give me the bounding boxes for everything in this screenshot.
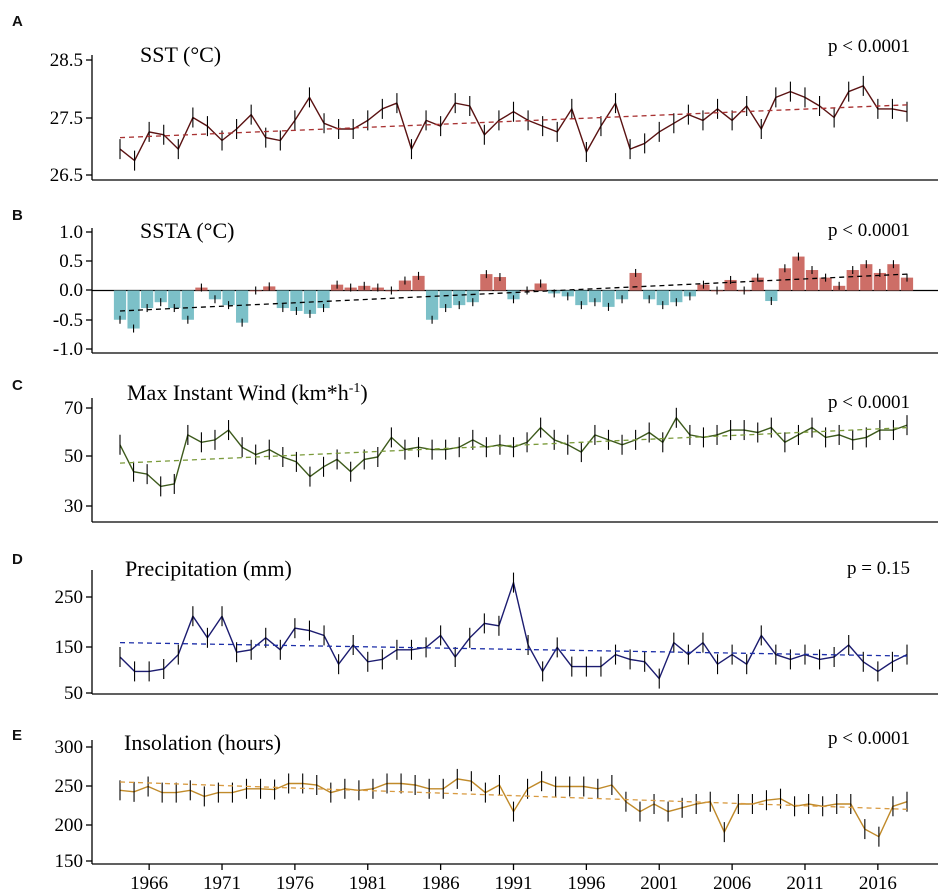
panel-letter: D	[12, 551, 23, 568]
x-tick-label: 2016	[859, 873, 897, 893]
p-value: p < 0.0001	[828, 220, 910, 241]
bar	[670, 290, 683, 303]
bar	[398, 280, 412, 291]
y-tick-label: 150	[55, 637, 84, 658]
bar	[602, 290, 615, 307]
bar	[412, 275, 425, 291]
x-tick-label: 1996	[567, 873, 605, 893]
bar	[629, 272, 642, 291]
y-tick-label: 0.0	[59, 280, 83, 301]
y-tick-label: 300	[55, 737, 84, 758]
panel-b: B 1.0 0.5 0.0 -0.5 -1.0 SSTA (°C) p < 0.0001	[12, 207, 938, 360]
y-tick-label: 250	[55, 776, 84, 797]
panel-title: Max Instant Wind (km*h-1)	[127, 380, 368, 405]
x-tick-label: 1981	[349, 873, 387, 893]
y-tick-label: 200	[55, 815, 84, 836]
panel-title: Precipitation (mm)	[125, 556, 292, 581]
bar	[819, 277, 832, 291]
bar	[290, 290, 303, 311]
panel-c: C 70 50 30 Max Instant Wind (km*h-1) p < 0.00…	[12, 377, 938, 523]
bar	[317, 290, 330, 309]
x-tick-label: 1971	[203, 873, 241, 893]
x-tick-label: 2011	[786, 873, 823, 893]
bar	[887, 264, 900, 291]
bar	[643, 290, 656, 300]
y-tick-label: 26.5	[50, 165, 83, 186]
panel-title: SST (°C)	[140, 42, 221, 67]
bar	[168, 290, 181, 309]
bar	[846, 270, 859, 291]
x-tick-label: 1966	[130, 873, 168, 893]
bar	[765, 290, 778, 302]
y-tick-label: 30	[64, 496, 83, 517]
y-tick-label: 50	[64, 683, 83, 704]
y-tick-label: 0.5	[59, 251, 83, 272]
y-tick-label: 50	[64, 446, 83, 467]
y-tick-label: 27.5	[50, 108, 83, 129]
p-value: p = 0.15	[847, 558, 910, 579]
p-value: p < 0.0001	[828, 728, 910, 749]
x-tick-label: 2001	[640, 873, 678, 893]
bar	[141, 290, 154, 309]
bar	[588, 290, 602, 303]
x-tick-label: 1976	[276, 873, 314, 893]
panel-letter: C	[12, 377, 23, 394]
bar	[493, 277, 507, 291]
y-tick-label: -0.5	[53, 310, 83, 331]
bar	[453, 290, 466, 306]
panel-letter: B	[12, 207, 23, 224]
panel-title: SSTA (°C)	[140, 218, 234, 243]
x-tick-label: 1991	[495, 873, 533, 893]
y-tick-label: 150	[55, 851, 84, 872]
series-line	[119, 580, 908, 680]
bar	[480, 274, 493, 291]
y-tick-label: 1.0	[59, 222, 83, 243]
bar	[792, 256, 805, 291]
bar	[873, 272, 886, 291]
panel-e: E 300 250 200 150 Insolation (hours) p < 0.000…	[12, 727, 938, 872]
bar	[236, 290, 249, 323]
bar	[615, 290, 629, 300]
x-tick-label: 1986	[422, 873, 460, 893]
y-tick-label: 250	[55, 587, 84, 608]
x-tick-label: 2006	[713, 873, 751, 893]
panel-a: A 26.5 27.5 28.5 SST (°C) p < 0.0001	[12, 13, 938, 186]
bar	[222, 290, 235, 306]
panel-letter: A	[12, 13, 23, 30]
bar	[805, 270, 819, 291]
panel-letter: E	[12, 727, 22, 744]
bar	[575, 290, 588, 306]
bar	[154, 290, 167, 303]
bar	[113, 290, 127, 320]
bar	[181, 290, 194, 320]
bar	[900, 277, 914, 291]
bar	[724, 279, 737, 291]
series-line	[119, 85, 908, 162]
bar	[860, 264, 873, 291]
y-tick-label: -1.0	[53, 339, 83, 360]
p-value: p < 0.0001	[828, 36, 910, 57]
bar	[507, 290, 520, 300]
bar	[425, 290, 439, 320]
panel-d: D 250 150 50 Precipitation (mm) p = 0.15	[12, 551, 938, 704]
p-value: p < 0.0001	[828, 392, 910, 413]
bar	[778, 268, 791, 291]
y-tick-label: 70	[64, 398, 83, 419]
trend-line	[119, 641, 908, 657]
bar	[127, 290, 140, 329]
bar	[439, 290, 452, 309]
bar	[466, 290, 479, 303]
panel-title: Insolation (hours)	[124, 730, 281, 755]
bar	[656, 290, 669, 306]
y-tick-label: 28.5	[50, 50, 83, 71]
bar	[208, 290, 222, 300]
